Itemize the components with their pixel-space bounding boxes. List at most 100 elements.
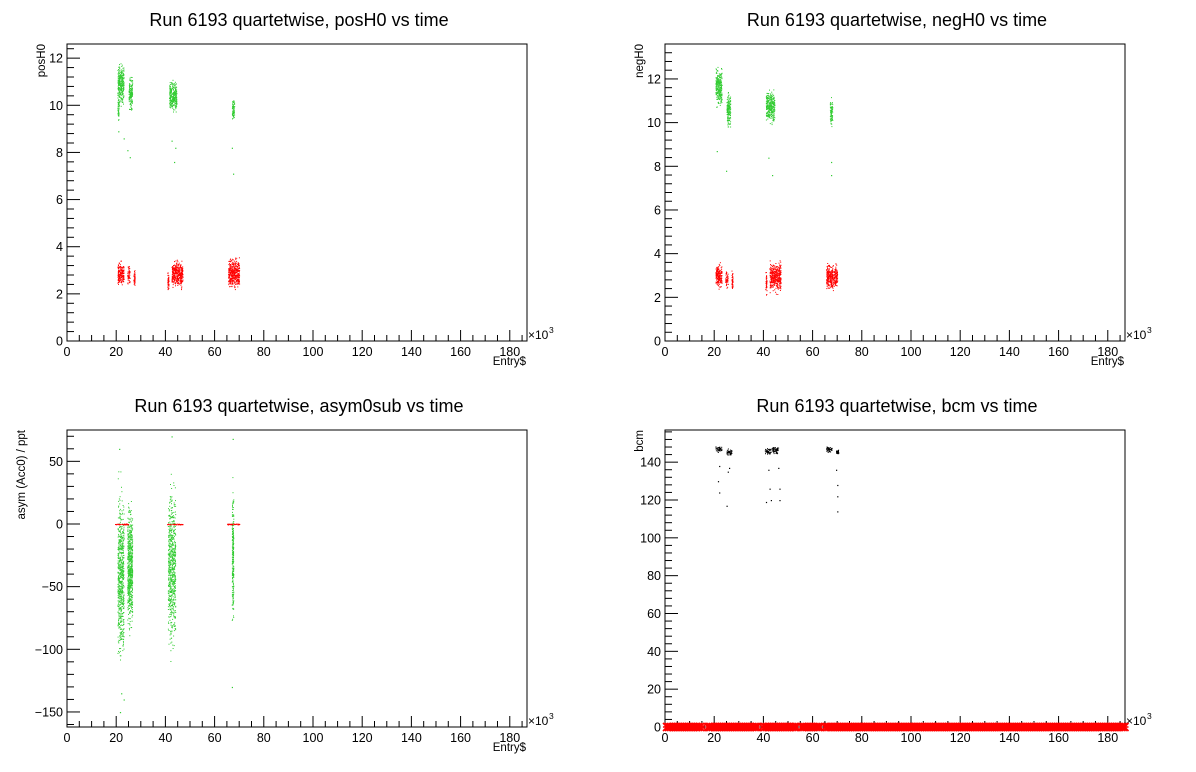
data-point <box>717 94 719 96</box>
data-point <box>830 107 832 109</box>
data-point <box>774 274 775 276</box>
data-point <box>171 105 173 107</box>
data-point <box>777 273 779 274</box>
data-point <box>122 645 124 647</box>
data-point <box>831 279 833 281</box>
data-point <box>229 278 231 280</box>
data-point <box>727 113 729 114</box>
data-point <box>719 262 721 264</box>
data-point <box>721 266 723 268</box>
data-point <box>130 582 132 583</box>
data-point <box>716 92 718 94</box>
y-tick-label: 2 <box>654 291 661 305</box>
data-point <box>234 272 236 273</box>
data-point <box>771 285 773 287</box>
data-point <box>122 279 124 281</box>
data-cluster <box>167 272 170 291</box>
data-point <box>720 79 722 81</box>
data-point <box>770 103 772 105</box>
x-tick-label: 160 <box>450 731 471 745</box>
data-point <box>117 611 119 613</box>
data-point <box>827 285 829 287</box>
plot-frame <box>66 429 528 728</box>
data-point <box>777 275 779 277</box>
data-point <box>175 279 177 281</box>
data-point <box>120 598 122 600</box>
data-point <box>828 276 830 278</box>
data-point <box>130 91 132 93</box>
data-point <box>178 277 180 279</box>
data-point <box>773 275 775 276</box>
data-point <box>123 82 125 84</box>
data-point <box>173 279 175 281</box>
data-point <box>837 277 838 279</box>
data-point <box>181 260 183 262</box>
data-point <box>716 273 718 275</box>
data-point <box>776 269 778 271</box>
data-point <box>720 73 722 75</box>
data-point <box>118 596 119 598</box>
data-point <box>832 268 834 270</box>
data-point <box>766 280 768 282</box>
data-point <box>726 279 728 281</box>
data-point <box>172 269 173 271</box>
data-point <box>721 272 723 274</box>
data-point <box>131 89 133 91</box>
data-point <box>122 101 124 103</box>
data-point <box>777 288 779 290</box>
data-point <box>172 105 174 106</box>
data-point <box>122 643 124 645</box>
data-point <box>772 278 774 280</box>
data-point <box>728 107 729 109</box>
data-point <box>169 95 171 97</box>
data-point <box>127 530 129 532</box>
data-point <box>715 88 717 90</box>
data-point <box>117 109 119 111</box>
data-point <box>174 93 176 95</box>
data-point <box>716 279 717 281</box>
data-point <box>228 260 230 262</box>
data-point <box>131 108 133 110</box>
data-point <box>835 282 837 283</box>
data-point <box>765 282 767 284</box>
data-point <box>719 282 721 284</box>
data-point <box>775 269 777 271</box>
data-point <box>131 536 133 538</box>
data-point <box>780 288 782 290</box>
data-point <box>122 552 124 554</box>
data-point <box>122 552 124 554</box>
data-point <box>233 281 235 283</box>
data-point <box>178 267 180 269</box>
data-point <box>732 282 734 283</box>
data-point <box>780 270 782 272</box>
data-point <box>774 278 776 280</box>
data-point <box>715 282 717 284</box>
x-multiplier-base: ×10 <box>1126 328 1147 342</box>
data-point <box>180 281 182 283</box>
data-point <box>117 102 119 104</box>
data-point <box>765 272 767 273</box>
data-point <box>174 277 176 279</box>
data-point <box>829 109 831 111</box>
data-point <box>731 279 733 281</box>
data-point <box>726 102 728 104</box>
data-point <box>173 91 175 93</box>
data-point <box>766 284 768 285</box>
data-point <box>119 541 121 543</box>
data-point <box>233 282 235 284</box>
data-point <box>123 592 125 594</box>
data-point <box>235 262 237 264</box>
data-point <box>118 112 120 113</box>
data-point <box>232 275 234 277</box>
data-point <box>117 557 119 559</box>
data-point <box>180 267 181 269</box>
data-point <box>718 97 720 99</box>
data-point <box>779 281 781 283</box>
data-point <box>173 268 175 270</box>
data-point <box>730 112 732 114</box>
data-point <box>134 282 136 284</box>
data-point <box>121 574 123 576</box>
data-point <box>719 89 721 91</box>
data-point <box>773 276 775 278</box>
data-point <box>232 278 233 280</box>
